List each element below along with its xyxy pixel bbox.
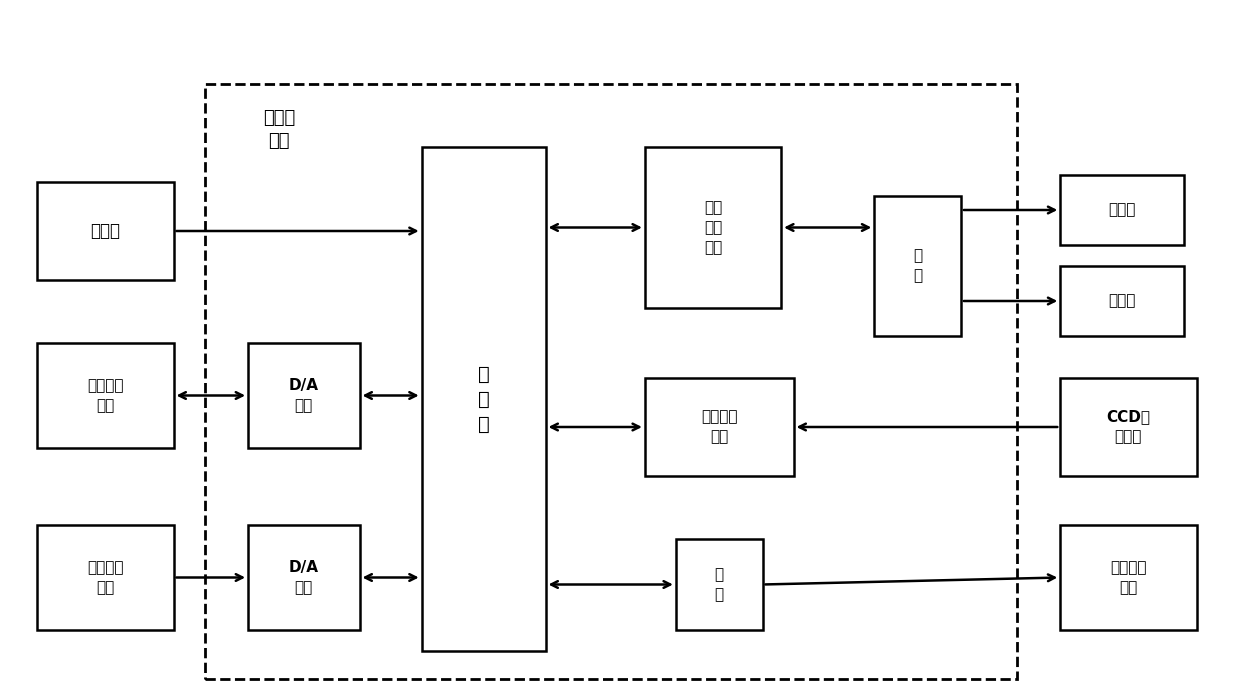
Bar xyxy=(248,343,360,448)
Bar xyxy=(645,147,781,308)
Text: 接
口: 接 口 xyxy=(913,248,923,284)
Bar xyxy=(205,84,1017,679)
Bar xyxy=(422,147,546,651)
Text: 电机执行
部分: 电机执行 部分 xyxy=(1110,560,1147,595)
Text: 气动执行
部分: 气动执行 部分 xyxy=(87,378,124,413)
Bar xyxy=(676,539,763,630)
Bar xyxy=(1060,266,1184,336)
Text: 操作器: 操作器 xyxy=(1109,293,1136,309)
Text: D/A
转换: D/A 转换 xyxy=(289,560,319,595)
Text: 工控机
部分: 工控机 部分 xyxy=(263,108,295,150)
Text: 图像处理
模块: 图像处理 模块 xyxy=(701,410,738,444)
Text: 数字信号
检测: 数字信号 检测 xyxy=(87,560,124,595)
Bar xyxy=(874,196,961,336)
Bar xyxy=(645,378,794,476)
Bar xyxy=(248,525,360,630)
Bar xyxy=(37,343,174,448)
Bar xyxy=(1060,175,1184,245)
Text: 显示器: 显示器 xyxy=(1109,202,1136,218)
Bar xyxy=(1060,378,1197,476)
Text: 接
口: 接 口 xyxy=(714,567,724,602)
Text: 扫码枪: 扫码枪 xyxy=(91,222,120,240)
Bar xyxy=(37,182,174,280)
Text: D/A
转换: D/A 转换 xyxy=(289,378,319,413)
Text: CCD相
机拍照: CCD相 机拍照 xyxy=(1106,410,1151,444)
Bar xyxy=(37,525,174,630)
Bar xyxy=(1060,525,1197,630)
Text: 控
制
器: 控 制 器 xyxy=(477,365,490,433)
Text: 数据
分析
单元: 数据 分析 单元 xyxy=(704,200,722,255)
